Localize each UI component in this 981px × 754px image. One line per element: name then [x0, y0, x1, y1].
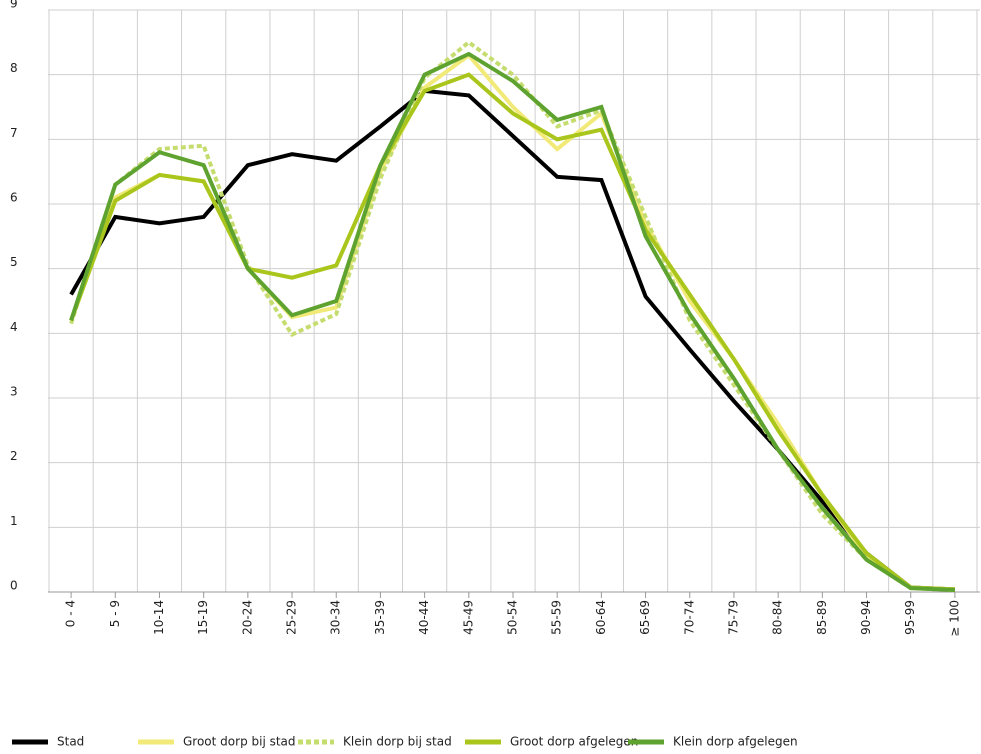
x-tick-label: 30-34 — [329, 600, 343, 635]
legend-label: Groot dorp afgelegen — [510, 735, 638, 749]
x-tick-label: 90-94 — [859, 600, 873, 635]
legend-label: Klein dorp afgelegen — [673, 735, 798, 749]
x-tick-label: 10-14 — [152, 600, 166, 635]
y-tick-label: 5 — [10, 255, 18, 269]
x-tick-label: 80-84 — [771, 600, 785, 635]
y-tick-label: 7 — [10, 126, 18, 140]
x-tick-label: 75-79 — [726, 600, 740, 635]
x-tick-label: 35-39 — [373, 600, 387, 635]
x-tick-label: 15-19 — [196, 600, 210, 635]
y-tick-label: 0 — [10, 579, 18, 593]
y-tick-label: 9 — [10, 0, 18, 11]
x-tick-label: 65-69 — [638, 600, 652, 635]
series-line — [69, 51, 955, 593]
y-tick-label: 4 — [10, 320, 18, 334]
y-tick-label: 8 — [10, 61, 18, 75]
legend-label: Klein dorp bij stad — [343, 735, 452, 749]
x-tick-label: 25-29 — [285, 600, 299, 635]
x-tick-label: 40-44 — [417, 600, 431, 635]
series-line — [69, 39, 955, 593]
x-tick-label: 85-89 — [815, 600, 829, 635]
y-tick-label: 6 — [10, 191, 18, 205]
series-line — [69, 72, 955, 592]
x-tick-label: 70-74 — [682, 600, 696, 635]
x-tick-label: 45-49 — [461, 600, 475, 635]
x-tick-label: 55-59 — [550, 600, 564, 635]
legend-label: Groot dorp bij stad — [183, 735, 296, 749]
x-tick-label: 50-54 — [506, 600, 520, 635]
legend-label: Stad — [57, 735, 84, 749]
x-tick-label: 95-99 — [903, 600, 917, 635]
y-tick-label: 2 — [10, 449, 18, 463]
x-tick-label: 0 - 4 — [64, 600, 78, 627]
y-tick-label: 1 — [10, 514, 18, 528]
x-tick-label: ≥ 100 — [947, 600, 961, 637]
x-tick-label: 60-64 — [594, 600, 608, 635]
x-tick-label: 5 - 9 — [108, 600, 122, 627]
x-tick-label: 20-24 — [240, 600, 254, 635]
y-tick-label: 3 — [10, 385, 18, 399]
